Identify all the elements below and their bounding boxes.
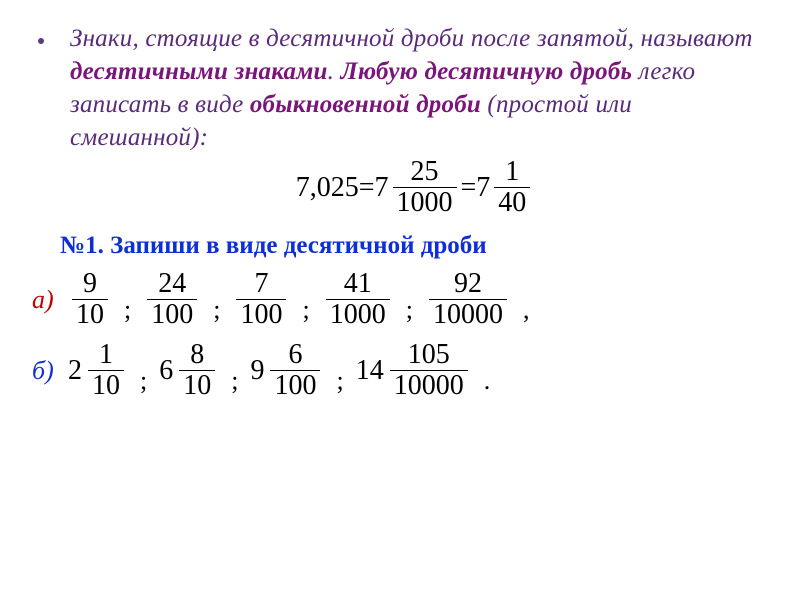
frac-den: 10000 — [390, 371, 468, 400]
frac-den: 10 — [179, 371, 215, 400]
para-t1: Знаки, стоящие в десятичной дроби после … — [70, 25, 753, 52]
separator: ; — [140, 366, 147, 400]
bullet-paragraph: Знаки, стоящие в десятичной дроби после … — [38, 22, 760, 154]
para-b3: обыкновенной дроби — [250, 91, 488, 118]
fraction: 411000 — [326, 270, 390, 329]
para-t2: . — [328, 58, 341, 85]
frac-den: 1000 — [326, 300, 390, 329]
frac-den: 10000 — [429, 300, 507, 329]
example-whole1: 7 — [375, 172, 389, 204]
fraction: 910 — [72, 270, 108, 329]
frac-num: 25 — [407, 158, 443, 187]
row-label-b: б) — [32, 356, 68, 386]
worked-example: 7,025 = 7 25 1000 = 7 1 40 — [70, 158, 760, 222]
task-title: №1. Запиши в виде десятичной дроби — [60, 232, 760, 260]
task-row-b: б) 2110;6810;96100;1410510000. — [70, 341, 760, 400]
example-eq2: = — [461, 172, 477, 204]
example-lhs: 7,025 — [296, 172, 359, 204]
separator: ; — [302, 295, 309, 329]
fraction: 110 — [88, 341, 124, 400]
example-eq1: = — [359, 172, 375, 204]
mixed-whole: 14 — [356, 355, 384, 387]
fraction: 9210000 — [429, 270, 507, 329]
para-b1: десятичными знаками — [70, 58, 328, 85]
mixed-whole: 9 — [250, 355, 264, 387]
frac-den: 100 — [147, 300, 197, 329]
separator: ; — [124, 295, 131, 329]
frac-num: 24 — [154, 270, 190, 299]
frac-num: 7 — [250, 270, 272, 299]
example-frac2: 1 40 — [494, 158, 530, 217]
frac-den: 10 — [88, 371, 124, 400]
fraction: 24100 — [147, 270, 197, 329]
separator: ; — [231, 366, 238, 400]
fraction: 10510000 — [390, 341, 468, 400]
frac-num: 105 — [404, 341, 454, 370]
para-b2: Любую десятичную дробь — [341, 58, 633, 85]
paragraph-text: Знаки, стоящие в десятичной дроби после … — [70, 22, 760, 154]
separator: ; — [213, 295, 220, 329]
bullet-icon — [38, 38, 44, 44]
fraction: 6100 — [270, 341, 320, 400]
example-whole2: 7 — [476, 172, 490, 204]
row-label-a: а) — [32, 285, 68, 315]
frac-den: 10 — [72, 300, 108, 329]
frac-den: 1000 — [393, 188, 457, 217]
fraction: 810 — [179, 341, 215, 400]
example-frac1: 25 1000 — [393, 158, 457, 217]
frac-num: 41 — [340, 270, 376, 299]
mixed-whole: 2 — [68, 355, 82, 387]
frac-num: 1 — [501, 158, 523, 187]
mixed-whole: 6 — [159, 355, 173, 387]
frac-den: 100 — [270, 371, 320, 400]
row-a-items: 910;24100;7100;411000;9210000, — [68, 270, 541, 329]
row-b-items: 2110;6810;96100;1410510000. — [68, 341, 502, 400]
frac-num: 92 — [450, 270, 486, 299]
separator: , — [523, 295, 530, 329]
frac-den: 100 — [236, 300, 286, 329]
frac-num: 1 — [95, 341, 117, 370]
separator: . — [484, 366, 491, 400]
frac-num: 6 — [284, 341, 306, 370]
frac-den: 40 — [494, 188, 530, 217]
fraction: 7100 — [236, 270, 286, 329]
separator: ; — [336, 366, 343, 400]
task-row-a: а) 910;24100;7100;411000;9210000, — [70, 270, 760, 329]
separator: ; — [406, 295, 413, 329]
slide: Знаки, стоящие в десятичной дроби после … — [0, 0, 800, 432]
frac-num: 9 — [79, 270, 101, 299]
frac-num: 8 — [186, 341, 208, 370]
